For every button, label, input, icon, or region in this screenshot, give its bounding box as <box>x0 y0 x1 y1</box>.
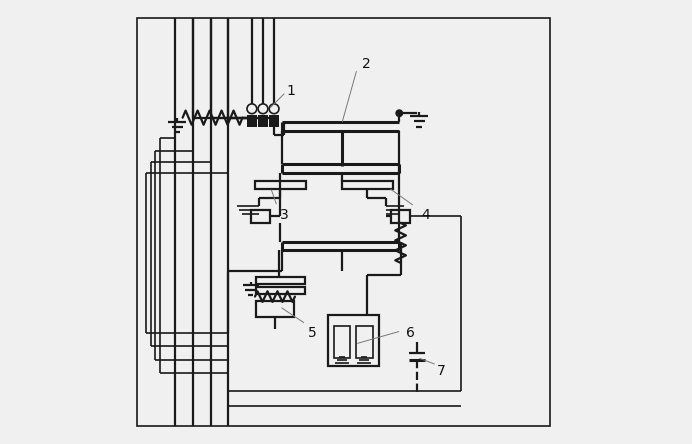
Text: 5: 5 <box>309 326 317 340</box>
Bar <box>268 115 280 127</box>
Text: 3: 3 <box>280 208 288 222</box>
Bar <box>246 115 257 127</box>
Bar <box>256 301 293 317</box>
Bar <box>356 326 372 358</box>
Text: 7: 7 <box>437 364 446 378</box>
Bar <box>251 210 270 223</box>
Text: 6: 6 <box>406 326 415 340</box>
Bar <box>328 315 379 366</box>
Bar <box>256 277 304 284</box>
Bar <box>257 115 268 127</box>
Bar <box>255 181 306 189</box>
Bar <box>391 210 410 223</box>
Bar <box>342 181 392 189</box>
Circle shape <box>397 110 402 116</box>
Text: 2: 2 <box>362 57 370 71</box>
Text: 4: 4 <box>421 208 430 222</box>
Bar <box>256 287 304 294</box>
Text: 1: 1 <box>286 84 295 98</box>
Bar <box>334 326 350 358</box>
